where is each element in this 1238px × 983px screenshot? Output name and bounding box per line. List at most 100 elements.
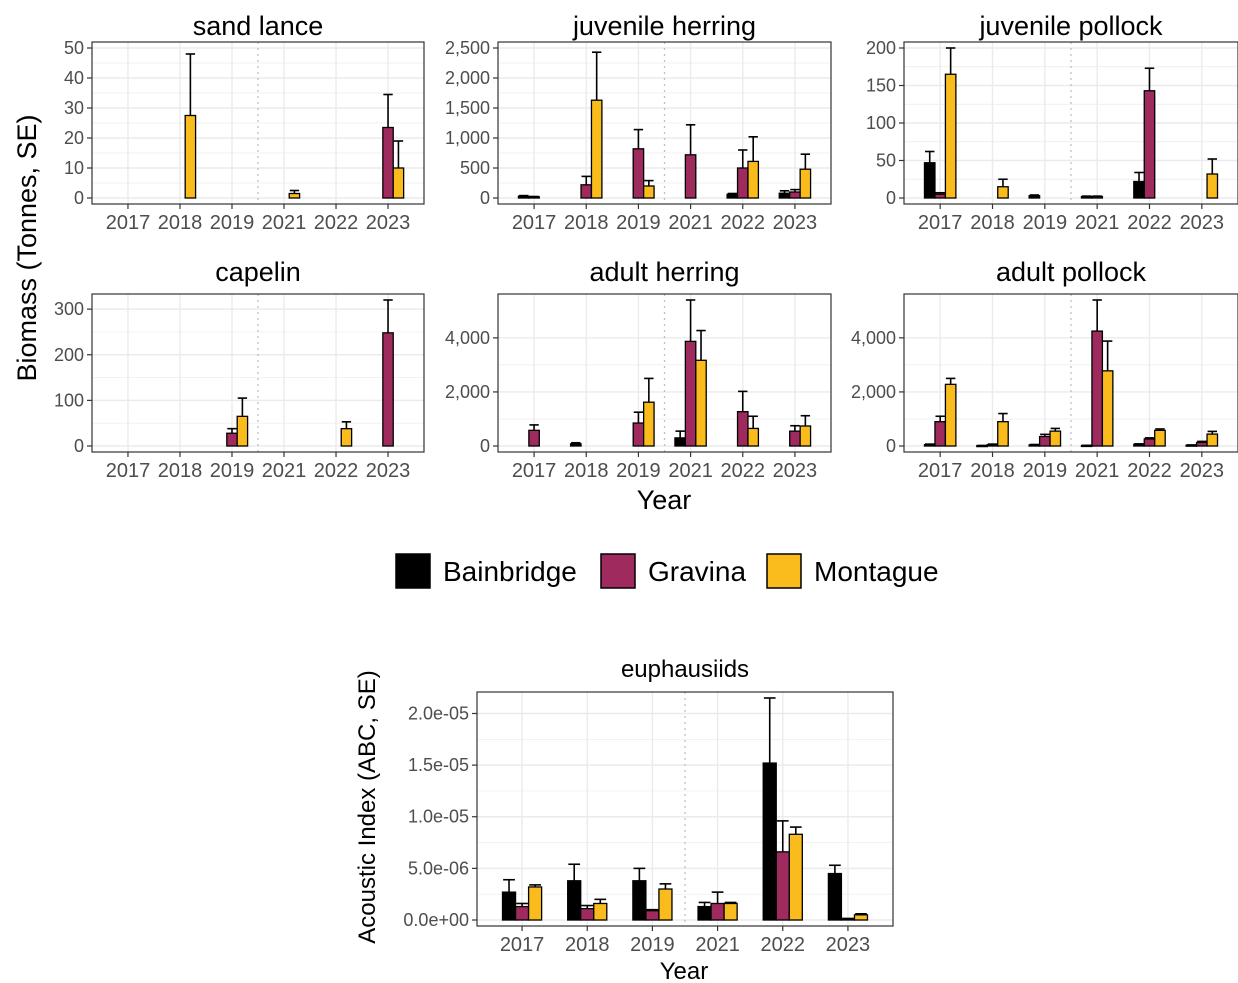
bar-montague-2023 xyxy=(1206,433,1219,447)
panel-sand-lance: 0 10 20 30 40 50 2017 2018 2019 2021 2022 2023 sand … xyxy=(64,11,425,234)
x-tick-label: 2022 xyxy=(314,212,359,234)
bar-bainbridge-2018 xyxy=(569,443,582,447)
x-tick-label: 2019 xyxy=(1023,212,1068,234)
panel-border xyxy=(91,41,425,205)
y-tick-label: 0 xyxy=(480,436,490,456)
x-tick-label: 2021 xyxy=(668,212,713,234)
bar-montague-2017 xyxy=(944,73,957,199)
y-tick-label: 0 xyxy=(480,188,490,208)
legend-label-gravina: Gravina xyxy=(648,556,746,587)
bar-montague-2018 xyxy=(184,114,197,199)
y-tick-label: 0 xyxy=(74,436,84,456)
panels: 0 10 20 30 40 50 2017 2018 2019 2021 2022 2023 sand … xyxy=(54,11,1238,956)
bar-gravina-2019 xyxy=(645,910,660,921)
y-tick-label: 20 xyxy=(64,128,84,148)
y-tick-label: 1.0e-05 xyxy=(408,807,469,827)
bar-montague-2018 xyxy=(997,421,1009,447)
panel-border xyxy=(497,293,832,453)
bar-montague-2022 xyxy=(1154,429,1166,447)
panel-border xyxy=(91,293,425,453)
panel-title: sand lance xyxy=(193,11,324,41)
panel-border xyxy=(903,293,1238,453)
x-tick-label: 2021 xyxy=(668,460,713,482)
y-tick-label: 100 xyxy=(54,390,84,410)
panel-title: adult herring xyxy=(589,257,739,287)
bar-gravina-2017 xyxy=(934,193,947,199)
x-tick-label: 2017 xyxy=(512,212,557,234)
bar-montague-2019 xyxy=(642,401,655,447)
bar-gravina-2022 xyxy=(736,411,749,447)
bar-gravina-2019 xyxy=(226,432,238,447)
x-tick-label: 2019 xyxy=(616,460,661,482)
y-tick-label: 2.0e-05 xyxy=(408,703,469,723)
bar-bainbridge-2023 xyxy=(827,872,843,921)
bar-gravina-2022 xyxy=(1143,438,1156,447)
bar-gravina-2023 xyxy=(789,191,801,199)
bar-bainbridge-2021 xyxy=(674,437,687,447)
bar-gravina-2021 xyxy=(684,154,697,199)
bar-montague-2023 xyxy=(853,914,869,921)
panel-juvenile-pollock: 0 50 100 150 200 2017 2018 2019 2021 2022 2023 juve… xyxy=(866,11,1238,234)
x-tick-label: 2019 xyxy=(616,212,661,234)
x-tick-label: 2023 xyxy=(366,460,411,482)
panel-capelin: 0 100 200 300 2017 2018 2019 2021 2022 2023 capeli… xyxy=(54,257,425,482)
y-tick-label: 150 xyxy=(866,76,896,96)
x-tick-label: 2023 xyxy=(773,212,818,234)
x-tick-label: 2018 xyxy=(970,460,1015,482)
legend: Bainbridge Gravina Montague xyxy=(395,553,939,589)
x-tick-label: 2018 xyxy=(158,212,203,234)
bar-montague-2019 xyxy=(658,888,673,921)
legend-key-gravina xyxy=(600,553,636,589)
panel-title: juvenile herring xyxy=(572,11,756,41)
panel-title: juvenile pollock xyxy=(978,11,1163,41)
bar-gravina-2018 xyxy=(580,907,595,921)
y-tick-label: 2,000 xyxy=(445,68,490,88)
bar-bainbridge-2021 xyxy=(697,905,712,921)
bar-bainbridge-2019 xyxy=(1028,195,1041,199)
bar-gravina-2021 xyxy=(684,340,697,447)
y-tick-label: 1,500 xyxy=(445,98,490,118)
y-tick-label: 5.0e-06 xyxy=(408,858,469,878)
bar-montague-2022 xyxy=(747,427,760,447)
x-tick-label: 2018 xyxy=(158,460,203,482)
bar-montague-2023 xyxy=(392,167,405,199)
bar-montague-2017 xyxy=(944,383,957,447)
panel-adult-herring: 0 2,000 4,000 2017 2018 2019 2021 2022 2023 adult… xyxy=(445,257,832,482)
x-tick-label: 2021 xyxy=(262,212,307,234)
y-tick-label: 200 xyxy=(866,38,896,58)
bar-bainbridge-2023 xyxy=(778,192,791,199)
y-tick-label: 2,000 xyxy=(445,382,490,402)
bar-montague-2023 xyxy=(799,425,812,447)
x-tick-label: 2022 xyxy=(761,934,806,956)
panel-euphausiids: 0.0e+00 5.0e-06 1.0e-05 1.5e-05 2.0e-05 2017 2… xyxy=(403,656,894,956)
panel-adult-pollock: 0 2,000 4,000 2017 2018 2019 2021 2022 2023 adult… xyxy=(851,257,1238,482)
y-tick-label: 1.5e-05 xyxy=(408,755,469,775)
x-tick-label: 2022 xyxy=(721,212,766,234)
bar-gravina-2022 xyxy=(736,167,749,199)
bar-montague-2023 xyxy=(1206,173,1219,199)
legend-label-bainbridge: Bainbridge xyxy=(443,556,577,587)
bar-montague-2021 xyxy=(723,902,738,921)
x-tick-label: 2017 xyxy=(106,212,151,234)
x-tick-label: 2019 xyxy=(1023,460,1068,482)
x-tick-label: 2022 xyxy=(1127,460,1172,482)
bar-bainbridge-2018 xyxy=(567,880,582,921)
bar-gravina-2021 xyxy=(710,902,725,921)
x-axis-label-bottom: Year xyxy=(660,958,709,983)
y-tick-label: 100 xyxy=(866,113,896,133)
bar-gravina-2022 xyxy=(775,851,790,921)
biomass-y-axis-label: Biomass (Tonnes, SE) xyxy=(12,114,42,381)
x-tick-label: 2022 xyxy=(314,460,359,482)
bar-montague-2022 xyxy=(340,428,353,447)
x-axis-label-top: Year xyxy=(637,485,692,515)
y-tick-label: 0 xyxy=(74,188,84,208)
x-tick-label: 2018 xyxy=(564,212,609,234)
x-tick-label: 2017 xyxy=(918,460,963,482)
y-tick-label: 50 xyxy=(876,151,896,171)
y-tick-label: 4,000 xyxy=(851,328,896,348)
bar-gravina-2023 xyxy=(789,430,801,447)
bar-montague-2022 xyxy=(747,160,760,199)
bar-bainbridge-2022 xyxy=(1133,180,1145,199)
bar-bainbridge-2017 xyxy=(517,195,530,199)
